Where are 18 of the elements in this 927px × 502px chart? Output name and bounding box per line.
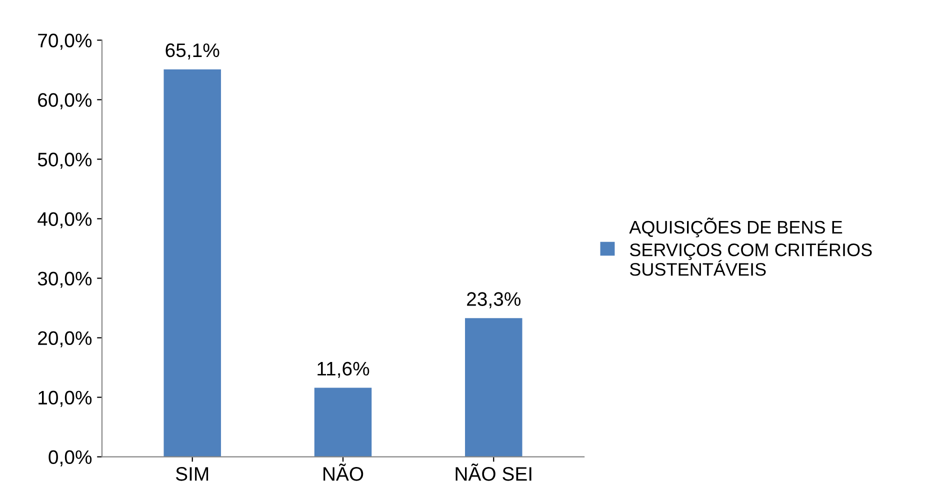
- y-tick-label: 20,0%: [38, 331, 92, 348]
- y-tick-label: 60,0%: [38, 93, 92, 110]
- x-tick-label: NÃO: [324, 464, 364, 481]
- data-label: 23,3%: [467, 292, 521, 308]
- x-tick-label: NÃO SEI: [456, 464, 532, 481]
- y-tick-label: 30,0%: [38, 272, 92, 288]
- y-tick-label: 50,0%: [38, 152, 92, 169]
- bar: [164, 69, 221, 457]
- bar: [465, 318, 522, 457]
- y-tick-label: 70,0%: [38, 34, 92, 50]
- y-tick-label: 10,0%: [38, 390, 92, 407]
- data-label: 11,6%: [318, 362, 370, 378]
- x-tick-label: SIM: [176, 467, 208, 481]
- legend-label: AQUISIÇÕES DE BENS E SERVIÇOS COM CRITÉRIOS SUSTENTÁVEIS: [629, 218, 872, 276]
- bar: [314, 388, 372, 457]
- y-tick-label: 0,0%: [48, 450, 92, 466]
- data-label: 65,1%: [166, 43, 220, 60]
- y-tick-label: 40,0%: [38, 212, 92, 228]
